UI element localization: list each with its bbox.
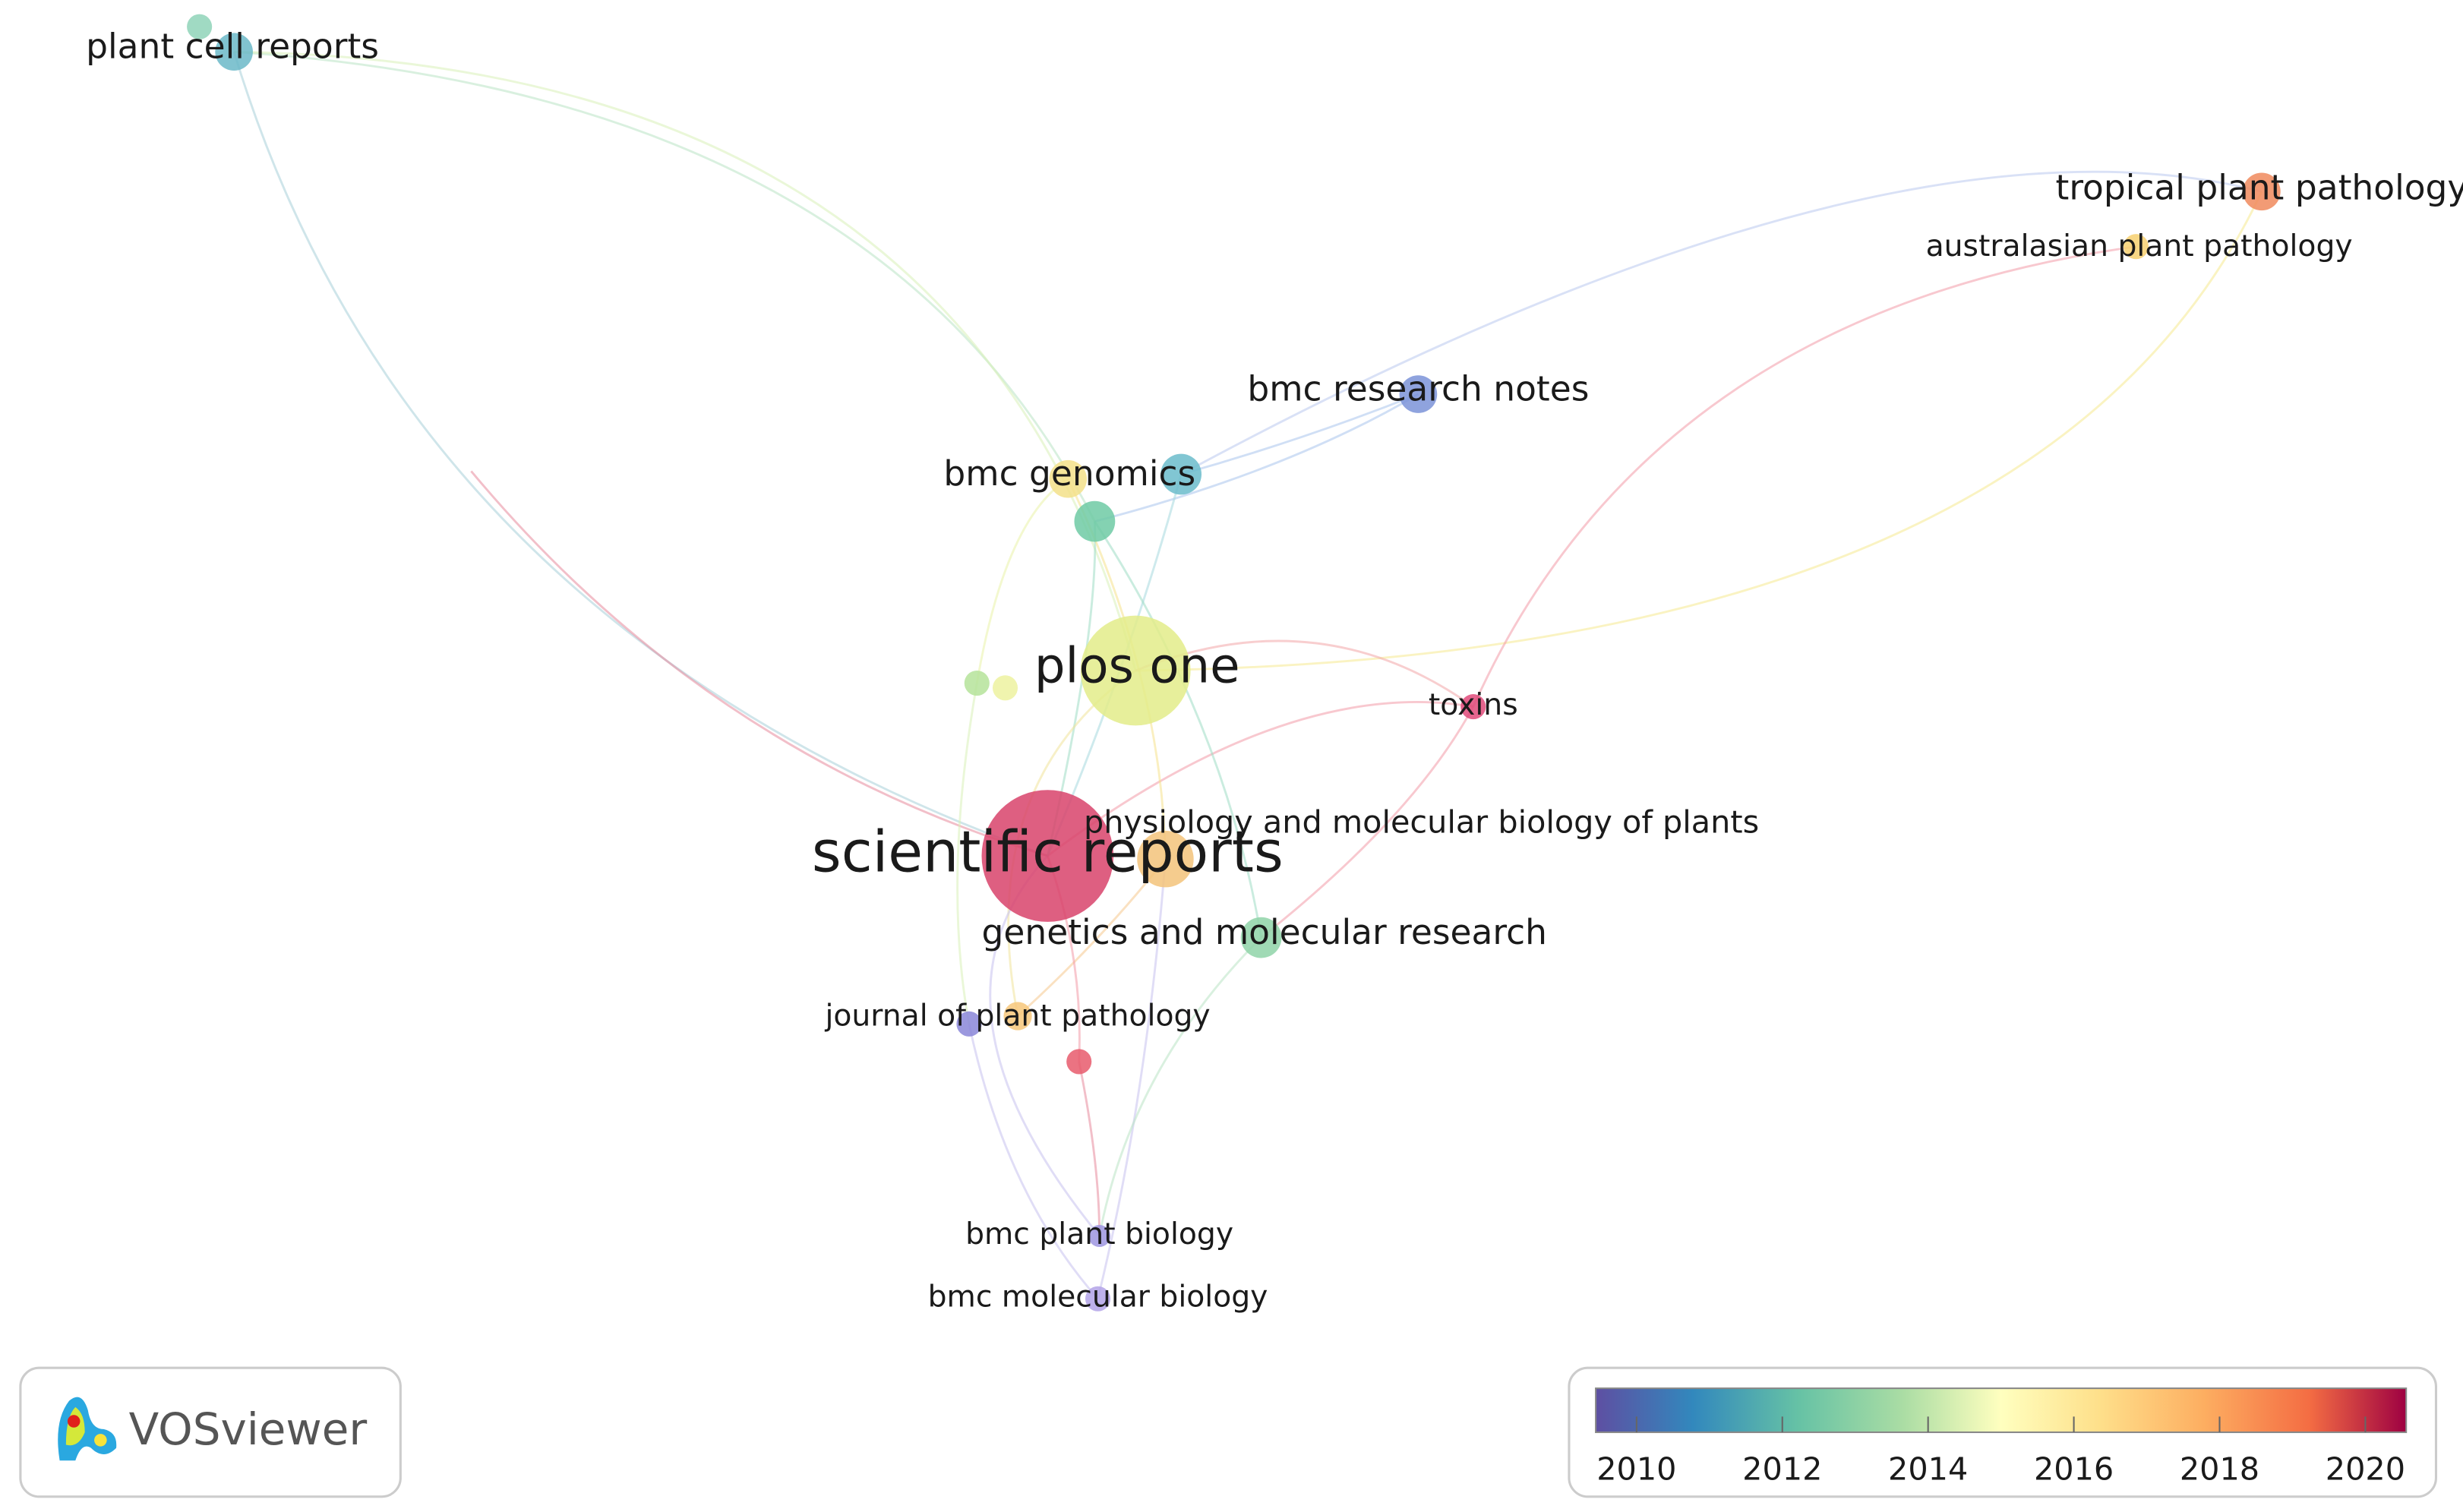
logo-panel: VOSviewer	[19, 1366, 402, 1498]
logo-text: VOSviewer	[129, 1403, 368, 1455]
edge	[1098, 936, 1262, 1236]
node	[1049, 459, 1088, 498]
logo-box	[19, 1366, 402, 1498]
legend-tick-label: 2010	[1596, 1451, 1676, 1488]
edge	[470, 470, 1048, 857]
node	[981, 790, 1114, 922]
edge	[234, 50, 1137, 671]
node	[1088, 1225, 1111, 1247]
node	[1460, 694, 1486, 720]
node	[1080, 615, 1191, 726]
node-label: australasian plant pathology	[1926, 229, 2353, 264]
node	[1137, 830, 1194, 888]
legend-tick-label: 2014	[1888, 1451, 1968, 1488]
edge	[1097, 859, 1167, 1299]
edge	[1260, 705, 1475, 939]
node-label: bmc plant biology	[965, 1217, 1233, 1252]
edge	[1180, 393, 1419, 475]
edge	[956, 683, 978, 1024]
edge	[1135, 191, 2263, 672]
edge	[1472, 245, 2136, 708]
node	[992, 675, 1018, 701]
node	[1003, 1002, 1032, 1031]
node-label: toxins	[1429, 688, 1518, 722]
node-label: physiology and molecular biology of plan…	[1084, 804, 1759, 841]
edge	[1078, 1061, 1101, 1236]
legend-tick-label: 2012	[1742, 1451, 1822, 1488]
node	[2243, 172, 2281, 211]
node-label: genetics and molecular research	[982, 912, 1547, 952]
node-label: journal of plant pathology	[824, 999, 1210, 1034]
logo-icon	[58, 1397, 117, 1461]
node-label: plos one	[1034, 639, 1240, 695]
color-bar	[1595, 1387, 2408, 1434]
edge	[234, 50, 1096, 522]
node-label: plant cell reports	[86, 27, 379, 67]
node-label: tropical plant pathology	[2055, 168, 2463, 208]
edge	[1047, 701, 1474, 857]
node	[1240, 917, 1282, 958]
edge	[975, 478, 1069, 683]
node	[1074, 500, 1116, 542]
legend-tick-label: 2018	[2180, 1451, 2259, 1488]
node	[964, 671, 990, 696]
edge	[232, 51, 1048, 857]
node	[1399, 375, 1438, 413]
node	[2123, 234, 2149, 260]
color-legend: 2010 2012 2014 2016 2018 2020	[1568, 1366, 2438, 1498]
node	[187, 14, 213, 39]
scene: plant cell reports tropical plant patholo…	[19, 14, 2463, 1498]
node	[215, 33, 253, 71]
legend-tick-label: 2016	[2034, 1451, 2114, 1488]
node	[956, 1011, 982, 1037]
node-label: bmc research notes	[1247, 368, 1589, 409]
labels: plant cell reports tropical plant patholo…	[86, 27, 2463, 1315]
edge	[968, 1024, 1099, 1300]
node-label: bmc genomics	[943, 453, 1195, 494]
node	[1160, 453, 1202, 495]
node-label: scientific reports	[812, 819, 1284, 885]
legend-tick-label: 2020	[2326, 1451, 2405, 1488]
node	[1066, 1049, 1092, 1075]
edge	[1094, 393, 1419, 522]
node	[1085, 1286, 1111, 1312]
edge	[1180, 170, 2262, 475]
nodes	[187, 14, 2281, 1312]
node-label: bmc molecular biology	[928, 1280, 1268, 1315]
edge	[1094, 520, 1263, 938]
